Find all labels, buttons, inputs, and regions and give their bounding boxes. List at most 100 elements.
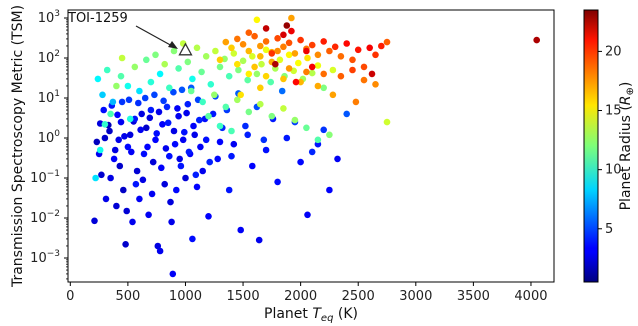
data-point [176,155,183,163]
data-point [303,68,310,76]
data-point [175,112,182,120]
data-point [132,180,140,188]
data-point [326,131,333,139]
data-point [106,127,113,135]
data-point [253,70,261,78]
data-point [257,84,264,92]
data-point [297,36,304,44]
data-point [262,46,270,54]
data-point [170,47,178,55]
y-tick-label: 10−2 [30,209,60,226]
data-point [245,47,253,55]
data-point [253,16,261,24]
data-point [205,112,212,120]
data-point [234,96,241,104]
data-point [237,91,244,99]
data-point [308,148,316,156]
data-point [103,66,111,74]
data-point [91,217,98,225]
data-point [166,84,173,92]
data-point [314,51,322,59]
colorbar-ticks: 5 10 15 20 [598,44,622,237]
x-axis-label: Planet Teq (K) [264,306,358,324]
data-point [189,235,196,243]
data-point [228,44,235,52]
data-point [138,110,145,118]
colorbar-label-text: Planet Radius ( [618,105,634,210]
data-point [193,44,201,52]
data-point [161,180,168,188]
toi-1259-annotation: TOI-1259 [67,11,193,56]
data-point [205,213,212,220]
data-point [343,40,351,47]
data-point [304,54,311,62]
data-point [533,36,540,44]
y-tick-base: 10 [38,11,55,26]
data-point [124,82,132,90]
data-point [225,72,233,80]
y-tick-label: 10−1 [30,169,60,186]
colorbar-label-sub: ⊕ [625,87,636,95]
x-axis-label-prefix: Planet [264,306,312,322]
data-point [216,122,224,130]
data-point [251,63,258,71]
data-point [202,136,210,144]
data-point [245,29,253,36]
plot-area [67,9,555,283]
data-point [383,118,391,126]
data-point [216,56,224,64]
data-point [280,43,287,51]
data-point [163,103,171,111]
data-point [326,186,333,194]
colorbar-label: Planet Radius (R⊕) [618,82,636,211]
data-point [98,171,105,179]
data-point [146,114,154,122]
data-point [100,106,107,114]
data-point [274,178,281,186]
colorbar-tick-label: 10 [605,163,622,178]
x-tick-label: 2500 [342,289,375,304]
data-point [268,112,276,120]
data-point [258,60,265,68]
data-point [257,53,264,60]
y-tick-exponent: −3 [47,249,60,259]
data-point [262,72,270,80]
data-point [239,57,247,65]
data-point [222,103,230,111]
data-point [160,97,167,105]
data-point [94,75,102,83]
y-tick-label: 100 [38,129,61,146]
data-point [234,35,241,43]
data-point [280,31,287,39]
data-point [272,60,279,68]
colorbar-tick-label: 5 [605,222,613,237]
data-point [244,76,251,84]
data-point [131,115,139,123]
data-point [171,140,179,148]
data-point [235,66,242,74]
data-point [291,116,299,124]
data-point [126,115,134,123]
x-tick-label: 500 [115,289,140,304]
data-point [343,110,351,118]
data-point [175,65,182,72]
data-point [101,121,109,128]
data-point [164,119,172,127]
data-point [207,81,215,88]
colorbar-tick-label: 15 [605,104,622,119]
data-point [257,100,264,108]
y-tick-label: 103 [38,9,60,26]
data-point [352,98,360,106]
colorbar [583,9,599,283]
colorbar-tick-label: 20 [605,44,622,59]
data-point [198,68,205,76]
data-point [320,70,328,78]
data-point [143,124,150,132]
data-point [114,111,121,119]
data-point [349,66,356,74]
data-point [228,127,235,135]
x-tick-label: 1000 [169,289,202,304]
data-point [283,22,291,29]
data-point [184,58,192,66]
colorbar-label-var: R [618,95,634,105]
